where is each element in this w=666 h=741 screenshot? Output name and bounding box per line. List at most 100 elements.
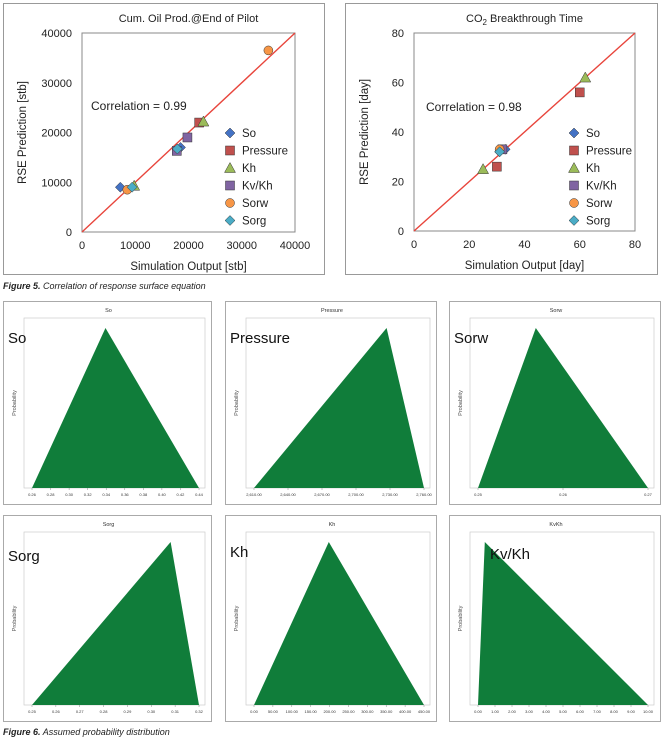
data-point-kh [579,71,592,83]
x-tick-label: 0 [411,239,417,251]
distribution-tick-label: 2,640.00 [280,492,296,497]
distribution-label-pressure: Pressure [230,330,291,347]
distribution-tick-label: 0.26 [52,709,61,714]
distribution-tick-label: 6.00 [576,709,585,714]
distribution-tick-label: 0.25 [474,492,483,497]
distribution-tick-label: 0.42 [177,492,186,497]
distribution-tick-label: 0.38 [139,492,148,497]
distribution-tick-label: 0.26 [559,492,568,497]
legend-label-kvkh: Kv/Kh [242,181,273,193]
distribution-tick-label: 0.29 [124,709,133,714]
data-point-sorg [171,143,183,155]
distribution-tick-label: 7.00 [593,709,602,714]
chart-title: Cum. Oil Prod.@End of Pilot [119,13,259,25]
distribution-tick-label: 0.26 [28,492,37,497]
distribution-chart-kvkh: KvKh Probability 0.00 1.00 2.00 3.00 4.00 5.00 6… [458,522,655,714]
data-point-sorg [126,181,138,193]
x-tick-label: 0 [79,240,85,252]
distribution-tick-label: 0.25 [28,709,37,714]
legend-marker-sorg [568,215,580,226]
correlation-annotation: Correlation = 0.99 [91,99,187,113]
legend-marker-sorw [569,198,579,208]
distribution-panel-sorw: Sorw Probability 0.25 0.26 0.27 Sorw [449,301,661,505]
distribution-panel-kh: Kh Probability 0.00 50.00 100.00 150.00 200.00… [225,515,437,722]
identity-line [413,32,636,232]
legend-marker-kvkh [225,180,235,191]
data-point-kvkh [182,132,193,143]
distribution-tick-label: 9.00 [627,709,636,714]
distribution-tick-label: 0.32 [84,492,93,497]
distribution-tick-label: 0.27 [644,492,653,497]
distribution-title: KvKh [549,522,562,528]
x-tick-label: 40 [518,239,530,251]
y-tick-label: 0 [66,227,72,239]
distribution-label-sorw: Sorw [454,330,489,347]
distribution-tick-label: 3.00 [525,709,534,714]
distribution-title: Pressure [321,308,343,314]
y-axis-label: RSE Prediction [day] [359,79,371,185]
distribution-label-sorg: Sorg [8,548,40,565]
data-point-pressure [492,161,502,172]
distribution-tick-label: 2,700.00 [348,492,364,497]
distribution-tick-label: 0.28 [47,492,56,497]
figure5-caption-label: Figure 5. [3,281,41,291]
distribution-tick-label: 0.30 [65,492,74,497]
legend-label-sorw: Sorw [242,198,269,210]
y-tick-label: 20000 [41,128,72,140]
distribution-triangle [254,328,424,488]
x-tick-label: 20 [463,239,475,251]
legend-label-sorw: Sorw [586,198,613,210]
distribution-tick-label: 50.00 [268,709,279,714]
distribution-triangle [478,542,648,705]
x-tick-label: 20000 [173,240,204,252]
legend-marker-kh [568,161,580,173]
distribution-label-kh: Kh [230,544,249,561]
chart-title-main: CO [466,13,483,25]
distribution-tick-label: 350.00 [380,709,393,714]
distribution-tick-label: 100.00 [286,709,299,714]
distribution-tick-label: 2,730.00 [382,492,398,497]
distribution-tick-label: 2,670.00 [314,492,330,497]
correlation-annotation: Correlation = 0.98 [426,100,522,114]
distribution-chart-sorw: Sorw Probability 0.25 0.26 0.27 [458,308,655,497]
distribution-triangle [32,542,199,705]
distribution-chart-pressure: Pressure Probability 2,610.00 2,640.00 2,670… [234,308,433,497]
distribution-tick-label: 1.00 [491,709,500,714]
legend-marker-pressure [569,145,579,156]
y-tick-label: 0 [398,226,404,238]
chart-title-rest: Breakthrough Time [487,13,583,25]
chart-panel-co2-breakthrough: CO2 Breakthrough Time 0 20 40 60 80 0 20 40 60 80 S… [345,3,658,275]
legend-marker-sorw [225,198,235,208]
distribution-label-so: So [8,330,27,347]
distribution-tick-label: 10.00 [643,709,654,714]
distribution-y-label: Probability [234,605,240,631]
distribution-triangle [32,328,199,488]
plot-area [413,32,636,232]
legend-marker-so [568,127,580,139]
distribution-chart-so: So Probability 0.26 0.28 0.30 0.32 0.34 0.36 0.3… [12,308,206,497]
distribution-y-label: Probability [458,390,464,416]
distribution-tick-label: 150.00 [305,709,318,714]
y-tick-label: 40000 [41,28,72,40]
x-tick-label: 80 [629,239,641,251]
distribution-tick-label: 4.00 [542,709,551,714]
chart-title: CO2 Breakthrough Time [466,13,583,27]
x-axis-label: Simulation Output [day] [465,260,585,272]
distribution-panel-pressure: Pressure Probability 2,610.00 2,640.00 2,670… [225,301,437,505]
figure6-caption-text: Assumed probability distribution [42,727,170,737]
scatter-chart-co2-breakthrough: CO2 Breakthrough Time 0 20 40 60 80 0 20 40 60 80 S… [359,13,641,272]
y-tick-label: 10000 [41,177,72,189]
y-tick-label: 20 [392,177,404,189]
distribution-panel-sorg: Sorg Probability 0.25 0.26 0.27 0.28 0.29 0.30 0… [3,515,212,722]
distribution-tick-label: 0.30 [147,709,156,714]
y-tick-label: 30000 [41,78,72,90]
distribution-tick-label: 0.31 [171,709,180,714]
distribution-tick-label: 0.28 [100,709,109,714]
legend-label-sorg: Sorg [242,216,266,228]
legend-marker-pressure [225,145,235,156]
distribution-title: Sorw [550,308,563,314]
figure6-caption-label: Figure 6. [3,727,41,737]
data-point-kh [197,115,210,127]
distribution-tick-label: 0.32 [195,709,204,714]
distribution-chart-kh: Kh Probability 0.00 50.00 100.00 150.00 200.00… [234,522,431,714]
